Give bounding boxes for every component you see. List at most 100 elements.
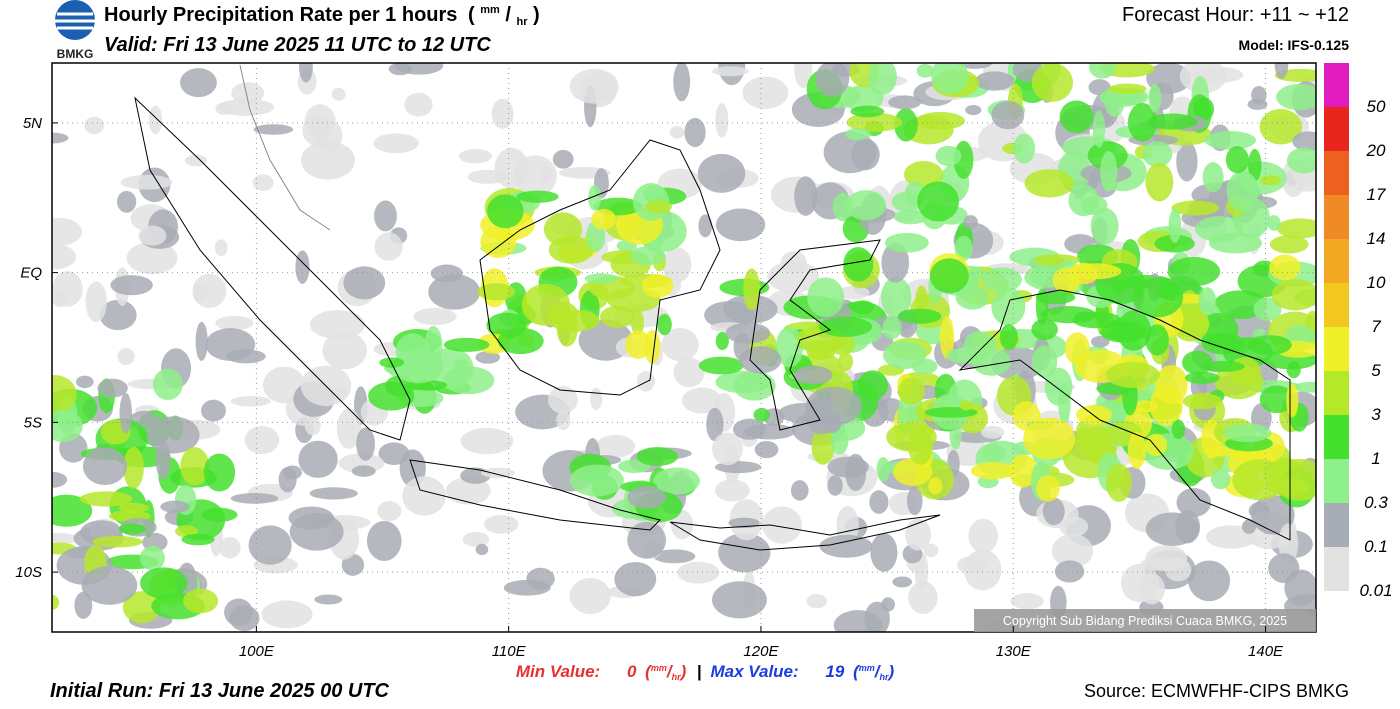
unit-close: ) [679, 662, 687, 681]
precip-area [893, 458, 933, 486]
precip-area [460, 427, 514, 455]
precip-area [214, 239, 228, 256]
precip-area [917, 181, 960, 222]
colorbar-box [1324, 283, 1349, 327]
precip-area [1284, 569, 1316, 606]
precip-area [183, 588, 219, 614]
precip-area [641, 274, 674, 298]
precip-area [481, 467, 515, 479]
colorbar: 50 20 17 14 10 7 5 3 1 0.3 0.1 0.01 [1324, 63, 1393, 600]
logo: BMKG [55, 0, 95, 61]
colorbar-label: 1 [1371, 449, 1380, 468]
precip-area [636, 371, 655, 392]
precip-area [916, 63, 934, 78]
unit-slash: / [874, 662, 882, 681]
precip-area [806, 593, 827, 609]
precip-area [614, 561, 657, 597]
precip-area [963, 549, 1002, 591]
precip-area [846, 112, 903, 132]
precip-area [1271, 279, 1316, 311]
precip-area [1036, 475, 1060, 502]
lon-tick-label: 120E [743, 643, 779, 660]
precip-area [762, 506, 802, 544]
precip-area [1202, 360, 1245, 372]
precip-area [629, 246, 666, 266]
precip-area [974, 71, 1014, 91]
precip-area [888, 95, 922, 110]
precip-area [715, 332, 729, 351]
unit-den: hr [516, 16, 528, 28]
precip-area [903, 160, 944, 188]
precip-area [732, 418, 767, 440]
precip-area [1068, 184, 1099, 217]
precip-area [117, 348, 135, 366]
precip-area [627, 486, 666, 509]
precip-area [1127, 431, 1146, 469]
precip-area [928, 477, 943, 495]
precip-area [203, 453, 236, 492]
precip-area [119, 392, 132, 434]
precip-area [1226, 170, 1259, 212]
precip-area [483, 515, 519, 534]
precip-area [590, 387, 603, 411]
precip-area [880, 276, 912, 318]
precip-area [201, 507, 238, 522]
graticule [52, 63, 1316, 632]
colorbar-box [1324, 371, 1349, 415]
precip-area [753, 407, 771, 422]
precip-area [1232, 459, 1286, 501]
precip-area [52, 594, 60, 610]
precip-area [395, 63, 444, 75]
precip-area [959, 400, 972, 411]
unit-den: hr [879, 672, 888, 682]
precip-area [706, 407, 724, 442]
lat-tick-label: 5S [24, 414, 42, 431]
precip-area [1276, 218, 1316, 239]
precip-area [52, 532, 80, 545]
precip-area [881, 597, 895, 612]
precip-area [1090, 335, 1110, 348]
precip-area [1008, 454, 1038, 488]
island-sumatra [134, 96, 411, 441]
colorbar-label: 0.1 [1364, 537, 1388, 556]
precip-area [790, 480, 809, 501]
precip-area [636, 447, 678, 466]
precip-area [867, 63, 897, 96]
precip-area [851, 138, 880, 171]
precip-area [669, 126, 685, 139]
precip-area [356, 427, 375, 461]
precip-area [52, 374, 77, 415]
precip-area [343, 266, 386, 300]
precip-area [84, 116, 105, 135]
lon-tick-label: 100E [239, 643, 275, 660]
precip-area [1293, 381, 1316, 393]
precip-area [725, 322, 771, 344]
precip-area [1142, 141, 1173, 168]
precip-area [1132, 277, 1184, 318]
precip-area [1075, 426, 1093, 448]
lat-tick-label: 5N [23, 115, 42, 132]
precip-area [1251, 494, 1295, 535]
precip-area [475, 543, 489, 556]
precip-area [148, 105, 163, 134]
precip-area [1259, 385, 1295, 414]
precip-area [309, 487, 358, 500]
precip-area [138, 225, 167, 246]
map-frame [51, 62, 1317, 633]
precip-area [970, 462, 1016, 480]
precip-area [794, 63, 813, 89]
lat-tick-label: EQ [20, 265, 42, 282]
precip-area [893, 209, 929, 225]
precip-area [368, 381, 415, 411]
precip-area [627, 521, 667, 559]
precip-area [869, 490, 889, 514]
precip-area [52, 217, 83, 246]
precip-area [1198, 287, 1217, 315]
precip-area [827, 475, 843, 496]
precip-area [110, 275, 153, 296]
unit-num: mm [480, 4, 500, 16]
precip-area [1267, 215, 1281, 231]
precip-area [230, 396, 271, 407]
precip-area [833, 610, 883, 632]
